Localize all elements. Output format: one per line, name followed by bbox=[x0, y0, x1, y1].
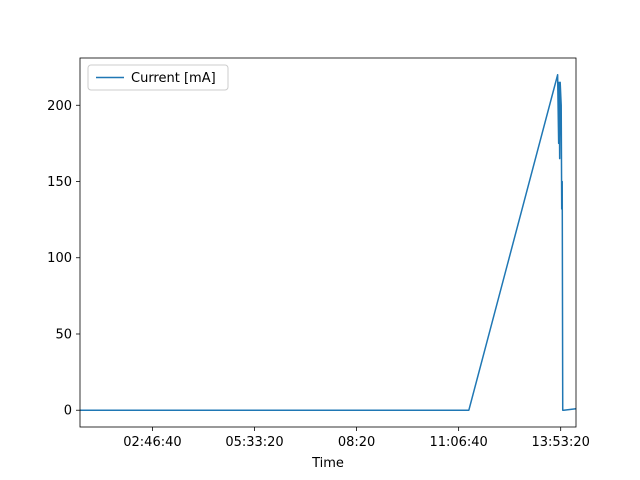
series-line-0 bbox=[80, 74, 576, 411]
y-tick-label: 0 bbox=[64, 404, 72, 419]
x-tick-label: 02:46:40 bbox=[123, 435, 181, 450]
legend-box bbox=[87, 64, 229, 91]
x-tick-label: 13:53:20 bbox=[531, 435, 589, 450]
plot-frame bbox=[79, 57, 577, 428]
legend-entry: Current [mA] bbox=[131, 71, 216, 86]
axes: 02:46:40 05:33:20 08:20 11:06:40 13:53:20 0 50… bbox=[47, 57, 590, 450]
y-tick-label: 50 bbox=[55, 327, 72, 342]
x-tick-label: 05:33:20 bbox=[225, 435, 283, 450]
plot-area bbox=[80, 74, 576, 411]
legend: Current [mA] bbox=[87, 64, 229, 91]
y-tick-label: 150 bbox=[47, 175, 72, 190]
x-tick-label: 11:06:40 bbox=[429, 435, 487, 450]
x-tick-label: 08:20 bbox=[338, 435, 375, 450]
x-axis-label: Time bbox=[311, 456, 344, 471]
y-tick-label: 200 bbox=[47, 99, 72, 114]
y-tick-label: 100 bbox=[47, 251, 72, 266]
